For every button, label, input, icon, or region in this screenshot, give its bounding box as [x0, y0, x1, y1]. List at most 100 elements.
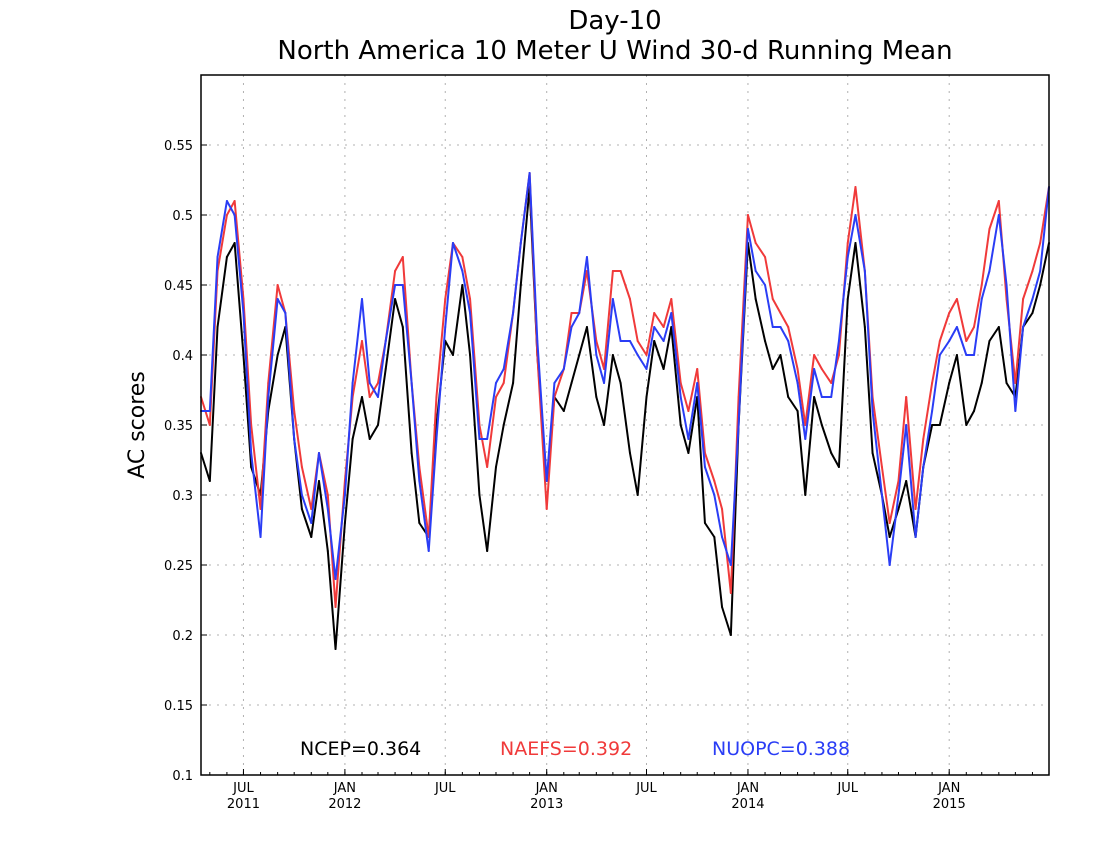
series-segment [764, 256, 774, 300]
x-tick-year: 2013 [530, 797, 563, 812]
series-segment [997, 326, 1008, 384]
series-segment [461, 270, 472, 314]
series-segment [636, 396, 648, 496]
series-segment [897, 480, 908, 510]
series-segment [585, 326, 598, 398]
series-segment [846, 186, 857, 244]
series-segment [980, 228, 991, 286]
series-segment [502, 382, 515, 426]
series-segment [687, 382, 699, 440]
series-segment [619, 382, 631, 454]
legend-ncep: NCEP=0.364 [300, 738, 421, 760]
series-segment [955, 326, 968, 356]
x-tick-month: JUL [232, 781, 254, 796]
series-segment [435, 326, 447, 440]
series-segment [326, 550, 337, 650]
series-segment [973, 382, 983, 412]
series-segment [578, 326, 588, 356]
series-segment [451, 242, 464, 272]
series-segment [233, 214, 245, 314]
series-segment [486, 466, 497, 552]
series-segment [619, 270, 631, 300]
series-segment [754, 270, 767, 286]
series-segment [713, 494, 724, 538]
series-ncep [200, 186, 1050, 650]
series-segment [813, 368, 823, 398]
series-segment [653, 326, 665, 342]
series-segment [662, 312, 673, 342]
series-segment [1039, 186, 1050, 272]
series-segment [585, 256, 598, 356]
series-segment [494, 424, 505, 468]
series-segment [764, 284, 774, 328]
series-segment [242, 354, 253, 468]
series-segment [486, 382, 497, 440]
series-segment [1014, 298, 1025, 384]
x-tick-month: JUL [836, 781, 858, 796]
series-segment [216, 256, 228, 328]
series-segment [317, 480, 329, 552]
series-segment [451, 284, 464, 356]
legend-nuopc: NUOPC=0.388 [712, 738, 850, 760]
series-segment [888, 494, 900, 566]
series-segment [813, 354, 823, 370]
series-segment [570, 354, 581, 384]
x-tick-year: 2012 [328, 797, 361, 812]
x-tick-month: JAN [937, 781, 960, 796]
series-segment [310, 452, 320, 524]
series-segment [804, 396, 816, 496]
y-tick-label: 0.15 [164, 699, 193, 714]
series-segment [553, 396, 565, 412]
series-segment [293, 410, 303, 468]
y-tick-label: 0.1 [172, 769, 193, 784]
series-segment [779, 354, 790, 398]
series-segment [536, 340, 548, 482]
series-segment [880, 494, 891, 566]
series-segment [931, 354, 941, 412]
series-segment [871, 410, 883, 496]
series-segment [360, 340, 371, 398]
y-tick-label: 0.3 [172, 489, 193, 504]
series-segment [863, 326, 874, 454]
series-segment [687, 396, 699, 454]
series-segment [284, 312, 296, 440]
series-segment [502, 312, 515, 370]
series-segment [721, 606, 732, 636]
series-segment [427, 396, 438, 538]
series-segment [603, 270, 614, 370]
series-segment [418, 466, 430, 538]
series-segment [713, 480, 724, 510]
series-segment [813, 396, 823, 426]
series-nuopc [200, 172, 1050, 580]
series-layer [200, 172, 1050, 650]
series-segment [611, 354, 622, 384]
series-segment [679, 396, 690, 440]
series-segment [653, 340, 665, 370]
series-segment [368, 424, 379, 440]
series-segment [376, 368, 387, 426]
series-segment [1031, 270, 1042, 300]
series-segment [729, 424, 740, 566]
chart-title: Day-10 [568, 6, 661, 36]
series-segment [980, 270, 991, 300]
x-tick-month: JAN [736, 781, 759, 796]
series-segment [721, 536, 732, 566]
series-segment [351, 396, 363, 440]
series-segment [905, 424, 917, 538]
series-segment [536, 354, 548, 510]
series-segment [267, 354, 279, 412]
series-segment [679, 382, 690, 412]
series-segment [545, 396, 556, 510]
series-segment [628, 298, 639, 342]
series-segment [384, 298, 397, 370]
x-tick-month: JAN [333, 781, 356, 796]
series-segment [914, 438, 925, 510]
series-segment [376, 340, 387, 398]
series-segment [216, 214, 228, 272]
series-segment [914, 466, 925, 538]
series-segment [410, 382, 421, 482]
series-segment [242, 312, 253, 454]
series-segment [578, 256, 588, 314]
series-segment [796, 382, 807, 440]
